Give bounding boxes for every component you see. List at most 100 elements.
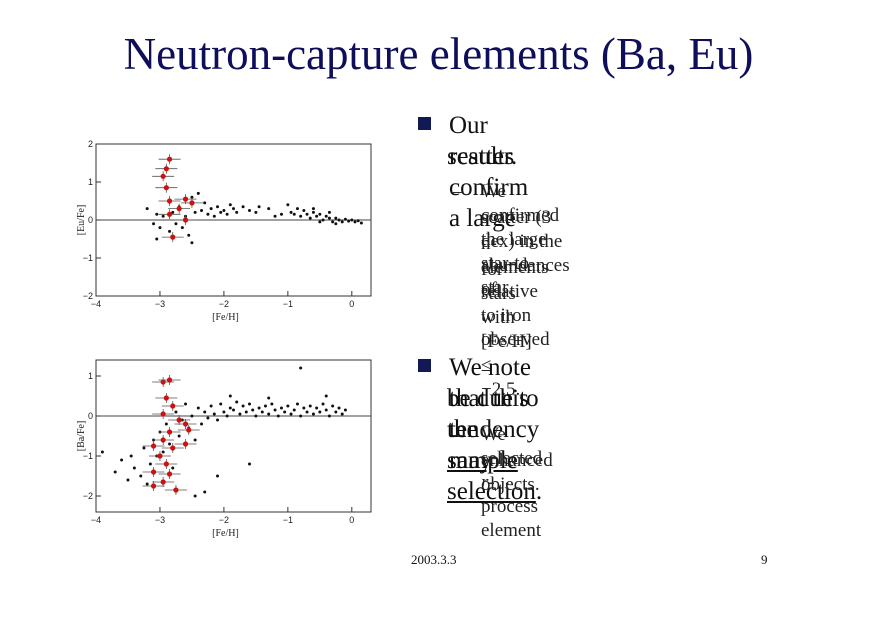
eu-x-tick-label: −3	[155, 299, 165, 309]
eu-data-point	[318, 212, 322, 216]
eu-highlight-point	[166, 211, 173, 217]
ba-data-point	[235, 400, 239, 404]
eu-data-point	[279, 212, 283, 216]
ba-data-point	[257, 406, 261, 410]
slide-title: Neutron-capture elements (Ba, Eu)	[123, 29, 754, 79]
ba-data-point	[295, 402, 299, 406]
eu-data-point	[311, 210, 315, 214]
bullet-2-line-2: be due to the sample selection.	[447, 383, 542, 507]
eu-data-point	[315, 214, 319, 218]
ba-data-point	[203, 410, 207, 414]
ba-data-point	[161, 450, 165, 454]
ba-data-point	[168, 442, 172, 446]
eu-highlight-point	[160, 173, 166, 179]
ba-y-tick-label: 0	[88, 411, 93, 421]
eu-data-point	[203, 201, 207, 205]
ba-data-point	[299, 366, 303, 370]
ba-highlight-point	[150, 443, 157, 449]
eu-x-tick-label: 0	[349, 299, 354, 309]
eu-highlight-point	[163, 166, 169, 172]
ba-data-point	[120, 458, 124, 462]
eu-data-point	[343, 217, 347, 221]
eu-data-point	[235, 210, 239, 214]
eu-data-point	[193, 210, 197, 214]
eu-data-point	[219, 210, 223, 214]
eu-data-point	[334, 216, 338, 220]
eu-fe-scatter-chart: −4 −3 −2 −1 0 −2 −1 0 1 2 [Fe/H] [Eu/Fe]	[76, 128, 381, 328]
ba-highlight-point	[163, 461, 169, 467]
eu-data-point	[289, 210, 293, 214]
ba-data-point	[216, 474, 220, 478]
ba-data-point	[171, 466, 175, 470]
eu-data-point	[200, 209, 204, 212]
eu-data-point	[350, 218, 354, 222]
eu-data-point	[356, 219, 360, 223]
bullet-1-line-1: Our results confirm a large	[449, 112, 529, 232]
ba-data-point	[251, 408, 255, 412]
eu-data-point	[155, 212, 159, 216]
square-bullet-icon	[418, 117, 431, 130]
eu-data-point	[174, 222, 178, 226]
ba-data-point	[263, 404, 267, 408]
eu-highlight-point	[189, 200, 195, 206]
ba-highlight-point	[166, 429, 173, 435]
eu-data-point	[286, 203, 290, 207]
bullet-1-sub-line-4: for stars with [Fe/H] ≤ −2.5.	[481, 259, 532, 400]
eu-data-point	[247, 209, 251, 212]
ba-highlight-point	[166, 377, 173, 383]
ba-x-tick-label: −1	[283, 515, 293, 525]
ba-data-point	[225, 414, 229, 418]
ba-data-point	[315, 406, 319, 410]
ba-highlight-point	[150, 469, 157, 475]
ba-data-point	[142, 446, 146, 450]
eu-data-point	[347, 219, 351, 223]
eu-data-point	[327, 216, 331, 220]
ba-x-axis-label: [Fe/H]	[212, 528, 239, 539]
eu-data-point	[267, 207, 271, 211]
ba-data-point	[184, 402, 188, 406]
ba-data-point	[279, 406, 283, 410]
eu-data-point	[180, 226, 184, 230]
eu-y-tick-label: 1	[88, 177, 93, 187]
eu-data-point	[152, 222, 156, 226]
ba-highlight-point	[160, 479, 166, 485]
ba-data-point	[222, 410, 226, 414]
bullet-2-line-2-post: .	[535, 478, 543, 505]
eu-data-point	[187, 233, 191, 237]
ba-data-point	[100, 450, 104, 454]
ba-data-point	[318, 410, 322, 414]
dash-bullet-icon: –	[453, 424, 463, 445]
ba-highlight-point	[173, 487, 179, 493]
eu-highlight-point	[176, 206, 182, 212]
ba-highlight-point	[186, 427, 192, 433]
eu-y-tick-label: 0	[88, 215, 93, 225]
eu-data-point	[158, 226, 162, 230]
eu-data-point	[155, 237, 159, 241]
ba-data-point	[216, 418, 220, 422]
sample-selection-text: sample selection	[447, 447, 536, 505]
ba-data-point	[190, 414, 194, 418]
eu-data-point	[311, 207, 315, 211]
ba-data-point	[241, 404, 245, 408]
ba-highlight-point	[176, 417, 182, 423]
ba-data-point	[289, 412, 293, 416]
eu-data-point	[359, 221, 363, 225]
eu-data-point	[228, 203, 232, 207]
ba-x-tick-label: −2	[219, 515, 229, 525]
eu-data-point	[196, 191, 200, 195]
ba-highlight-point	[160, 437, 166, 443]
ba-data-point	[308, 404, 312, 408]
bullet-2-sub-line-2: enhanced objects.	[481, 450, 553, 495]
ba-highlight-point	[182, 441, 189, 447]
ba-data-point	[273, 408, 277, 412]
ba-highlight-point	[170, 445, 176, 451]
ba-data-point	[126, 478, 130, 482]
eu-x-tick-label: −1	[283, 299, 293, 309]
ba-data-point	[206, 416, 210, 420]
ba-plot-frame	[95, 359, 372, 513]
eu-y-axis-label: [Eu/Fe]	[76, 205, 87, 236]
ba-highlight-point	[163, 395, 169, 401]
bullet-2-line-1: We note that this tendency may	[449, 354, 540, 474]
ba-data-point	[164, 422, 168, 426]
ba-data-point	[260, 410, 264, 414]
